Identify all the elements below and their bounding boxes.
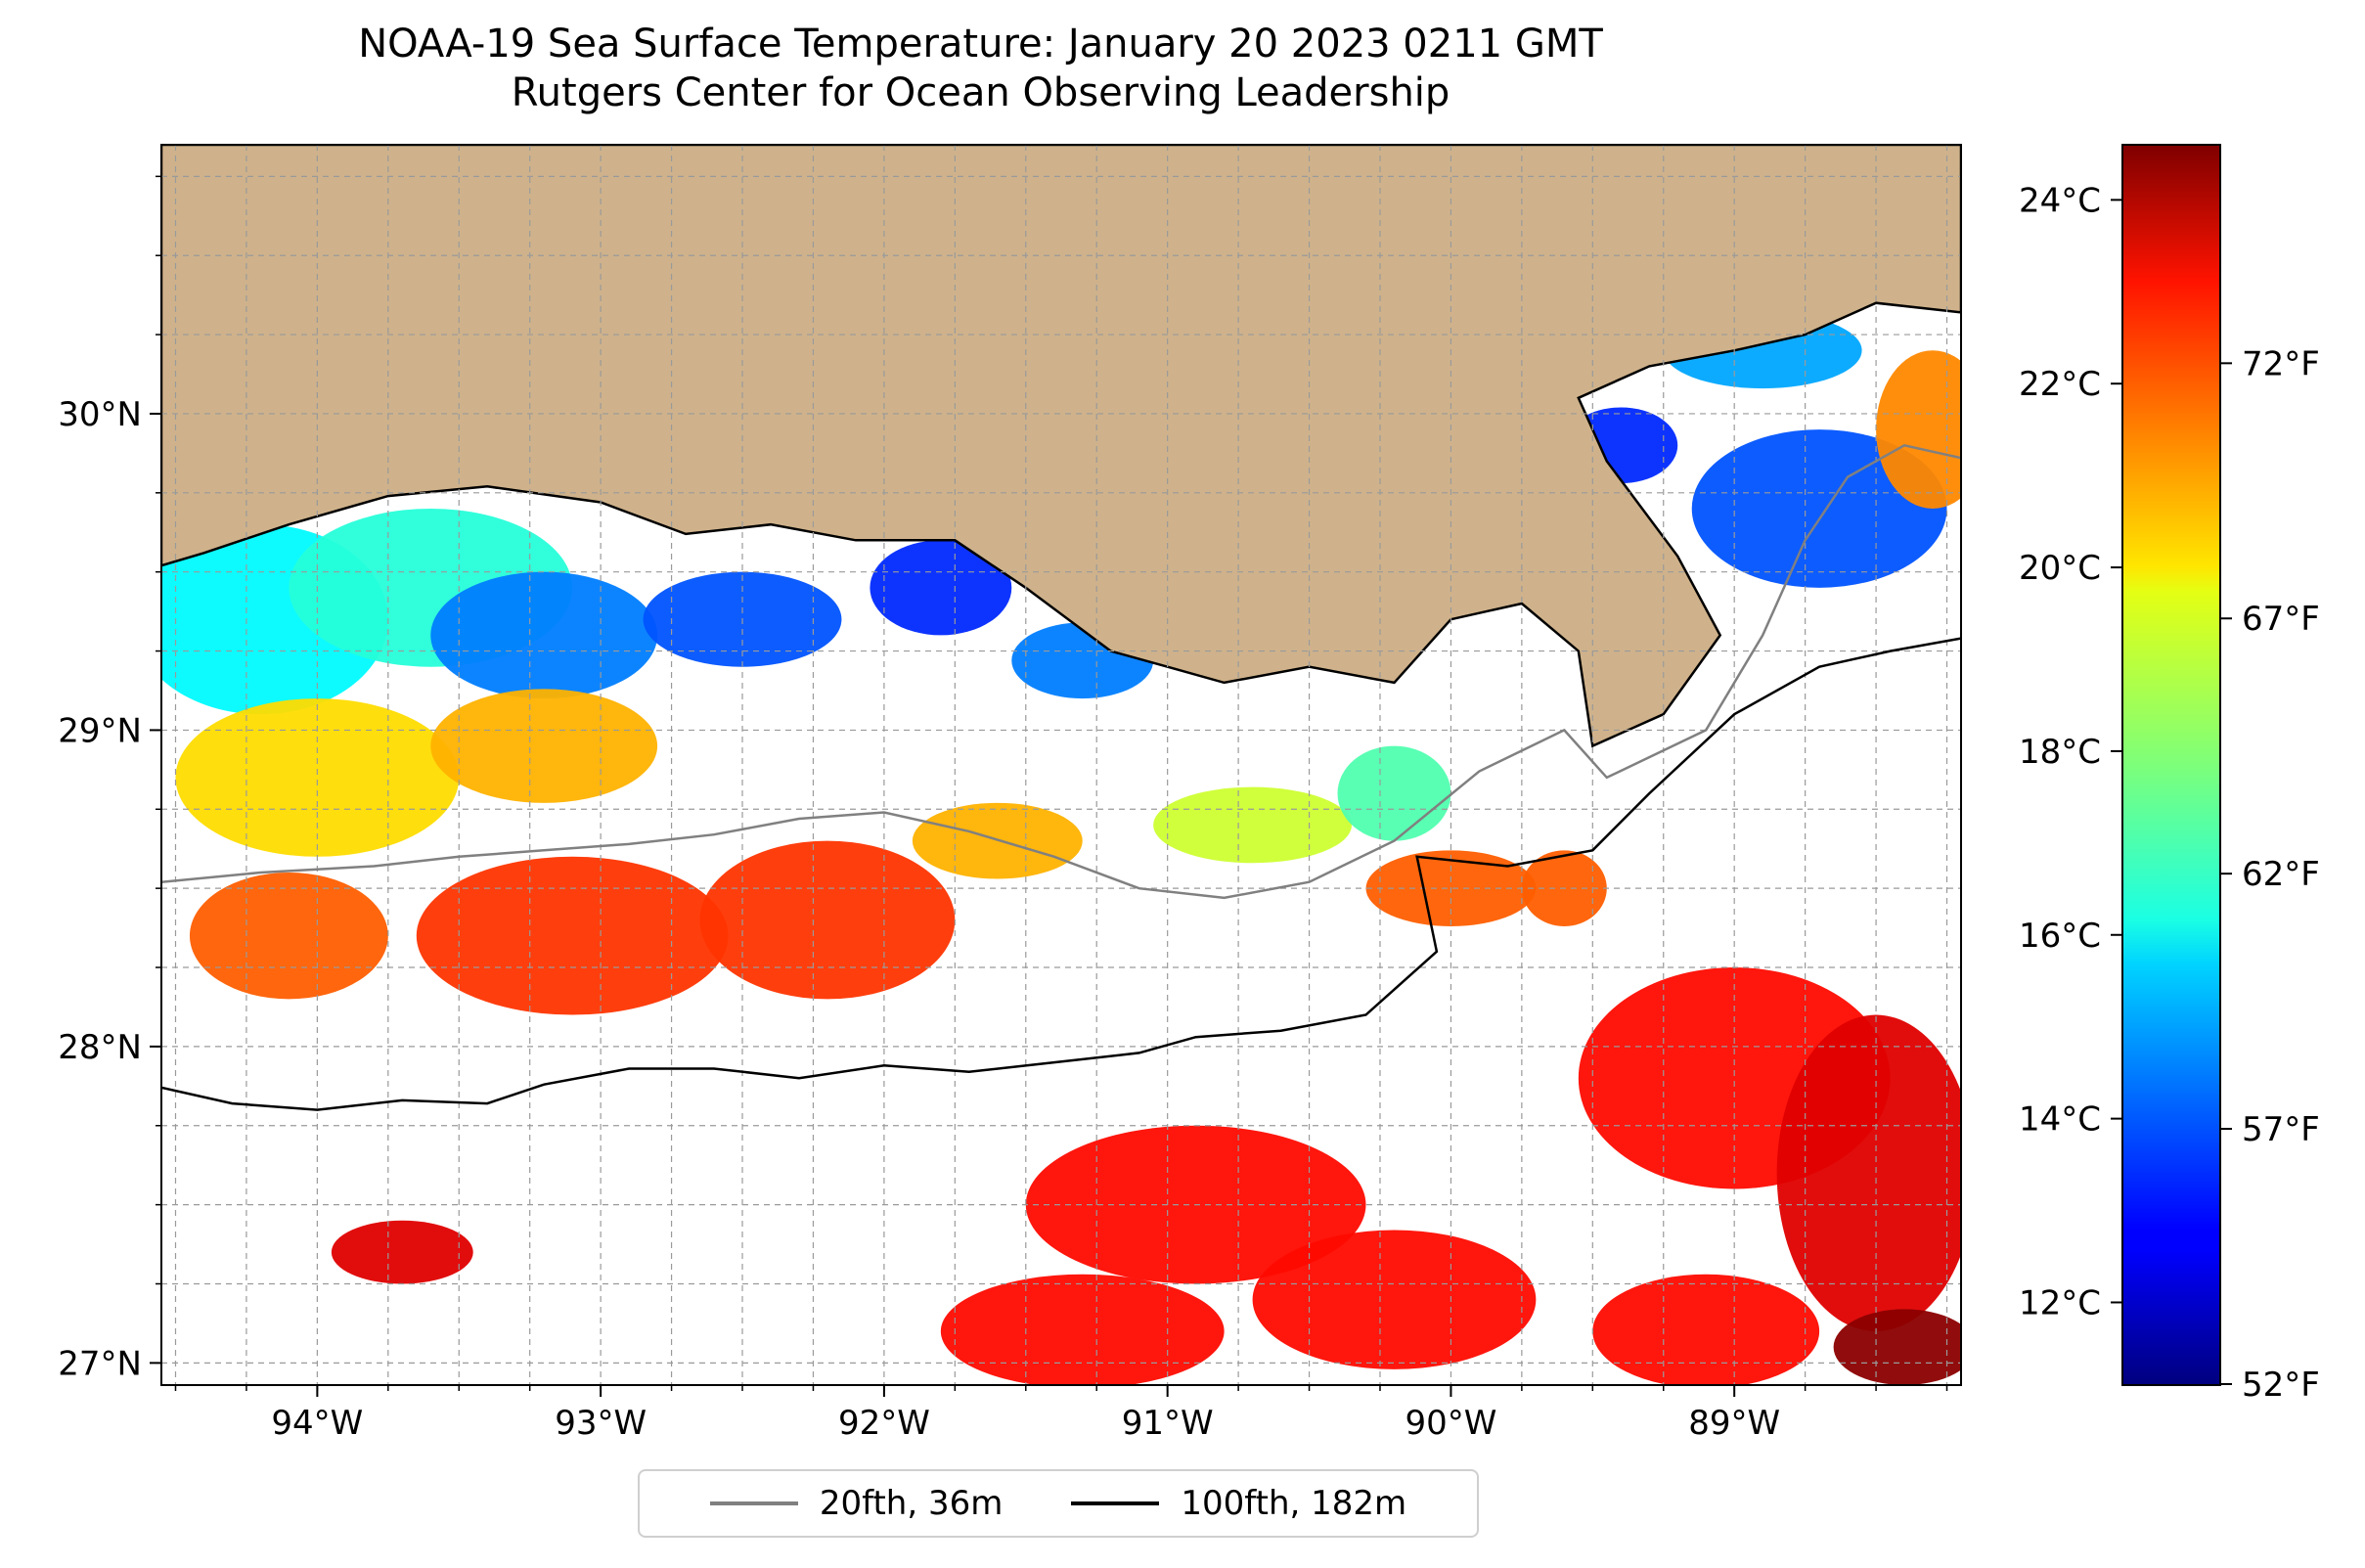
sst-patch [175, 698, 460, 857]
sst-patch [1153, 786, 1353, 864]
sst-patch [940, 1274, 1225, 1385]
sst-patch [699, 840, 956, 1000]
sst-patch [430, 689, 658, 803]
celsius-tick-label: 12°C [2019, 1283, 2101, 1322]
sst-patch [331, 1220, 473, 1284]
lon-tick-label: 92°W [838, 1404, 930, 1443]
celsius-tick-label: 22°C [2019, 365, 2101, 404]
celsius-tick-label: 14°C [2019, 1100, 2101, 1140]
lon-tick-label: 89°W [1688, 1404, 1780, 1443]
isobath-legend: 20fth, 36m 100fth, 182m [638, 1469, 1479, 1538]
fahrenheit-tick-label: 62°F [2242, 855, 2320, 894]
sst-patch [1252, 1230, 1537, 1369]
sst-patch [870, 540, 1012, 636]
land-coastline [161, 145, 1961, 748]
sst-patch [1337, 745, 1451, 841]
legend-item-20fth: 20fth, 36m [709, 1484, 1004, 1523]
lat-tick-label: 29°N [58, 711, 142, 750]
map-frame [160, 144, 1962, 1386]
gridlines [161, 145, 1961, 1385]
fahrenheit-tick-label: 67°F [2242, 600, 2320, 639]
legend-label-100fth: 100fth, 182m [1181, 1484, 1407, 1523]
isobath-layer [161, 443, 1961, 1111]
map-title: NOAA-19 Sea Surface Temperature: January… [0, 20, 1961, 117]
colorbar: 12°C 14°C 16°C 18°C 20°C 22°C 24°C 52°F 57°F 62°F… [2019, 144, 2320, 1405]
celsius-tick-label: 18°C [2019, 733, 2101, 772]
sst-patch [1833, 1309, 1961, 1385]
sst-patch [189, 872, 388, 1000]
sst-patch [1691, 429, 1947, 588]
land-layer [161, 145, 1961, 748]
celsius-tick-label: 24°C [2019, 181, 2101, 220]
fahrenheit-tick-label: 57°F [2242, 1110, 2320, 1149]
fahrenheit-tick-label: 52°F [2242, 1366, 2320, 1405]
map-axes: 94°W 93°W 92°W 91°W 90°W 89°W 27°N 28°N 29°N 30°N [58, 175, 1948, 1443]
lon-tick-label: 93°W [555, 1404, 647, 1443]
legend-swatch-gray [709, 1501, 798, 1505]
legend-item-100fth: 100fth, 182m [1071, 1484, 1406, 1523]
colorbar-ticks: 12°C 14°C 16°C 18°C 20°C 22°C 24°C 52°F 57°F 62°F… [2019, 181, 2320, 1405]
isobath-20fth [161, 443, 1961, 900]
legend-label-20fth: 20fth, 36m [819, 1484, 1004, 1523]
celsius-tick-label: 20°C [2019, 549, 2101, 588]
fahrenheit-tick-label: 72°F [2242, 344, 2320, 383]
lon-tick-label: 90°W [1405, 1404, 1496, 1443]
sst-patch [1592, 1274, 1820, 1385]
sst-patch [1776, 1014, 1961, 1331]
colorbar-ramp [2121, 144, 2221, 1386]
lat-tick-label: 28°N [58, 1028, 142, 1067]
lat-tick-label: 27°N [58, 1344, 142, 1383]
title-line-1: NOAA-19 Sea Surface Temperature: January… [358, 22, 1603, 67]
sst-patch [1876, 350, 1961, 509]
lat-tick-label: 30°N [58, 395, 142, 434]
sst-patch [430, 571, 658, 699]
isobath-100fth [161, 637, 1961, 1111]
title-line-2: Rutgers Center for Ocean Observing Leade… [511, 70, 1450, 115]
sst-patch [416, 856, 729, 1015]
lon-tick-label: 94°W [271, 1404, 363, 1443]
legend-swatch-black [1071, 1501, 1160, 1505]
lon-tick-label: 91°W [1122, 1404, 1214, 1443]
celsius-tick-label: 16°C [2019, 917, 2101, 956]
